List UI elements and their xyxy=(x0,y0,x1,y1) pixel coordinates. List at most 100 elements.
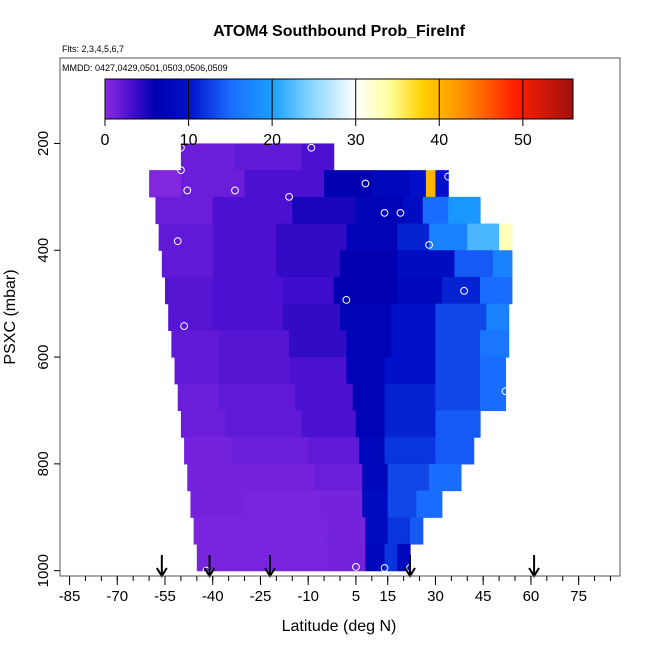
dates-note: MMDD: 0427,0429,0501,0503,0506,0509 xyxy=(62,63,228,73)
heatmap-cell xyxy=(346,223,398,251)
heatmap-cell xyxy=(244,170,325,198)
heatmap-cell xyxy=(308,437,360,465)
heatmap-cell xyxy=(212,196,293,225)
heatmap-cell xyxy=(435,357,481,385)
heatmap-cell xyxy=(410,170,427,198)
colorbar: 0 10 20 30 40 50 xyxy=(101,78,574,149)
heatmap-cell xyxy=(454,250,494,278)
heatmap-cell xyxy=(276,250,341,278)
heatmap-cell xyxy=(250,543,328,572)
heatmap-cell xyxy=(403,196,424,225)
y-tick-label: 400 xyxy=(35,238,52,263)
heatmap-cell xyxy=(327,517,367,545)
colorbar-tick-label: 10 xyxy=(180,132,198,149)
x-tick-label: -85 xyxy=(59,588,81,605)
heatmap-cell xyxy=(238,463,316,492)
heatmap-cell xyxy=(324,170,373,198)
observation-marker xyxy=(380,208,389,217)
observation-marker xyxy=(180,322,188,330)
heatmap-cell xyxy=(212,223,277,251)
heatmap-cell xyxy=(276,223,347,251)
heatmap-cell xyxy=(158,223,214,251)
heatmap-cell xyxy=(180,170,246,198)
colorbar-tick-label: 0 xyxy=(101,132,110,149)
y-axis-label: PSXC (mbar) xyxy=(2,269,19,364)
y-tick-label: 800 xyxy=(35,451,52,476)
heatmap-cell xyxy=(187,463,239,492)
heatmap-cell xyxy=(435,330,481,358)
heatmap-cell xyxy=(492,250,513,278)
heatmap-cell xyxy=(387,463,430,492)
heatmap-cell xyxy=(355,196,405,225)
heatmap-cell xyxy=(161,250,214,278)
heatmap-cell xyxy=(480,276,513,305)
heatmap-cell xyxy=(219,383,297,412)
observation-marker xyxy=(307,143,316,152)
heatmap-cell xyxy=(486,303,510,331)
heatmap-cell xyxy=(355,410,386,438)
heatmap-cell xyxy=(384,437,437,465)
heatmap-cell xyxy=(340,250,398,278)
x-axis: -85 -70 -55 -40 -25 -10 5 15 30 45 60 75 xyxy=(59,576,611,605)
heatmap-cells xyxy=(149,143,513,572)
colorbar-tick-label: 20 xyxy=(263,132,281,149)
heatmap-cell xyxy=(480,383,507,412)
colorbar-bar xyxy=(104,78,574,120)
heatmap-cell xyxy=(387,517,411,545)
heatmap-cell xyxy=(301,410,357,438)
heatmap-cell xyxy=(340,303,392,331)
observation-marker xyxy=(231,186,239,195)
heatmap-cell xyxy=(416,490,443,518)
heatmap-cell xyxy=(365,517,389,545)
x-axis-label: Latitude (deg N) xyxy=(282,618,397,635)
heatmap-cell xyxy=(435,383,481,412)
y-tick-label: 600 xyxy=(35,345,52,370)
heatmap-cell xyxy=(165,276,214,305)
heatmap-cell xyxy=(435,170,449,198)
heatmap-cell xyxy=(219,357,290,385)
x-tick-label: 30 xyxy=(427,588,444,605)
heatmap-cell xyxy=(435,437,475,465)
observation-marker xyxy=(501,387,510,396)
x-tick-label: 45 xyxy=(475,588,492,605)
observation-marker xyxy=(352,563,360,571)
heatmap-cell xyxy=(250,517,328,545)
heatmap-cell xyxy=(397,276,443,305)
heatmap-cell xyxy=(171,330,220,358)
heatmap-cell xyxy=(212,276,284,305)
down-arrow-icon xyxy=(155,555,168,578)
observation-marker xyxy=(425,241,433,249)
heatmap-cell xyxy=(362,490,389,518)
heatmap-cell xyxy=(333,276,398,305)
heatmap-cell xyxy=(435,303,487,331)
heatmap-cell xyxy=(149,170,182,198)
heatmap-cell xyxy=(190,490,246,518)
x-tick-label: -55 xyxy=(154,588,176,605)
heatmap-cell xyxy=(499,223,513,251)
colorbar-tick-label: 40 xyxy=(430,132,448,149)
colorbar-tick-label: 50 xyxy=(514,132,532,149)
heatmap-cell xyxy=(448,196,481,225)
down-arrow-icon xyxy=(528,555,540,578)
heatmap-cell xyxy=(196,543,252,572)
heatmap-cell xyxy=(168,303,214,331)
heatmap-cell xyxy=(390,303,437,331)
colorbar-tick-label: 30 xyxy=(347,132,365,149)
observation-marker xyxy=(173,237,182,246)
heatmap-cell xyxy=(282,276,335,305)
colorbar-ticks: 0 10 20 30 40 50 xyxy=(101,79,532,149)
heatmap-cell xyxy=(295,383,354,412)
observation-marker xyxy=(94,166,103,175)
observation-marker xyxy=(138,172,147,181)
heatmap-cell xyxy=(180,143,236,171)
heatmap-cell xyxy=(467,223,500,251)
x-tick-label: 15 xyxy=(379,588,396,605)
x-tick-label: 75 xyxy=(570,588,587,605)
heatmap-cell xyxy=(282,303,341,331)
observation-marker xyxy=(342,296,351,304)
heatmap-cell xyxy=(235,143,303,171)
heatmap-cell xyxy=(384,543,398,572)
heatmap-cell xyxy=(212,303,284,331)
